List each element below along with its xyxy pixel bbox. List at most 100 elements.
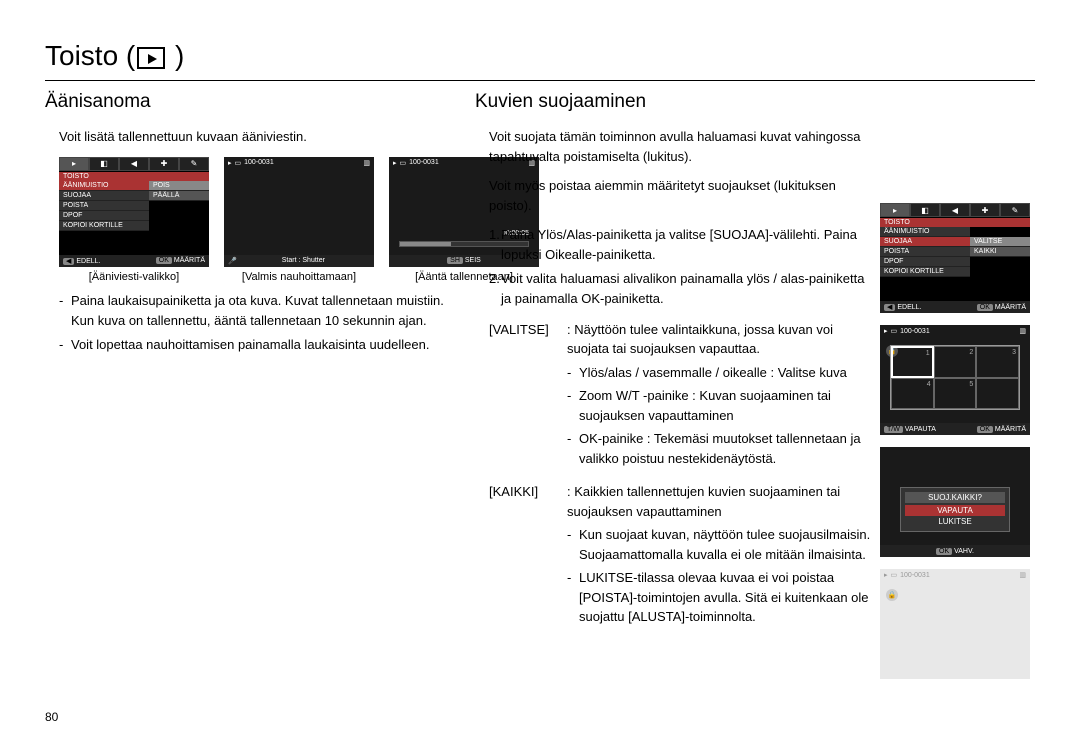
menu-item: KOPIOI KORTILLE bbox=[59, 221, 149, 231]
footer-set: MÄÄRITÄ bbox=[995, 304, 1026, 311]
grid-cell: 4 bbox=[891, 378, 934, 410]
card-icon: ▭ bbox=[891, 327, 898, 335]
play-icon: ▸ bbox=[884, 571, 888, 579]
file-counter: 100-0031 bbox=[244, 159, 274, 166]
lcd-tab-icon: ▸ bbox=[880, 203, 910, 217]
menu-item: DPOF bbox=[880, 257, 970, 267]
step-number: 1. bbox=[489, 225, 501, 265]
grid-cell bbox=[976, 378, 1019, 410]
section-heading-right: Kuvien suojaaminen bbox=[475, 91, 875, 113]
lcd-tab-icon: ◀ bbox=[119, 157, 149, 171]
bullet-dash: - bbox=[59, 291, 71, 331]
footer-release: VAPAUTA bbox=[905, 426, 936, 433]
play-icon: ▸ bbox=[228, 159, 232, 167]
menu-item: ÄÄNIMUISTIO bbox=[59, 181, 149, 191]
card-icon: ▭ bbox=[891, 571, 898, 579]
footer-back: EDELL. bbox=[76, 258, 100, 265]
lcd-caption: [Ääniviesti-valikko] bbox=[59, 271, 209, 283]
lcd-menu: ▸ ◧ ◀ ✚ ✎ TOISTO ÄÄNIMUISTIOPOIS SUOJAAP… bbox=[59, 157, 209, 267]
sub-text: Zoom W/T -painike : Kuvan suojaaminen ta… bbox=[579, 386, 875, 425]
battery-icon: ▥ bbox=[363, 159, 370, 167]
def-colon: : bbox=[567, 322, 571, 337]
right-intro2: Voit myös poistaa aiemmin määritetyt suo… bbox=[489, 176, 875, 215]
step-text: Paina Ylös/Alas-painiketta ja valitse [S… bbox=[501, 225, 875, 265]
title-prefix: Toisto ( bbox=[45, 40, 135, 71]
left-intro: Voit lisätä tallennettuun kuvaan äänivie… bbox=[59, 127, 445, 147]
footer-ok: OK bbox=[156, 257, 172, 264]
footer-pill: SH bbox=[447, 257, 463, 264]
lcd-locked: ▸ ▭ 100-0031 ▥ 🔒 bbox=[880, 569, 1030, 679]
left-column: Äänisanoma Voit lisätä tallennettuun kuv… bbox=[45, 91, 445, 641]
lcd-row: ▸ ◧ ◀ ✚ ✎ TOISTO ÄÄNIMUISTIOPOIS SUOJAAP… bbox=[45, 157, 445, 283]
def-text: Näyttöön tulee valintaikkuna, jossa kuva… bbox=[567, 322, 833, 357]
page-title: Toisto ( ) bbox=[45, 40, 1035, 72]
card-icon: ▭ bbox=[235, 159, 242, 167]
lcd-caption: [Valmis nauhoittamaan] bbox=[224, 271, 374, 283]
right-screen-column: ▸ ◧ ◀ ✚ ✎ TOISTO ÄÄNIMUISTIO SUOJAAVALIT… bbox=[880, 203, 1035, 679]
footer-ok: OK bbox=[977, 304, 993, 311]
section-heading-left: Äänisanoma bbox=[45, 91, 445, 113]
lcd-menu-title: TOISTO bbox=[59, 172, 209, 181]
menu-value: PÄÄLLÄ bbox=[149, 191, 209, 201]
lcd-tab-icon: ✚ bbox=[149, 157, 179, 171]
dialog-option: VAPAUTA bbox=[905, 505, 1005, 516]
menu-item: DPOF bbox=[59, 211, 149, 221]
battery-icon: ▥ bbox=[1019, 571, 1026, 579]
lcd-ready-wrapper: ▸ ▭ 100-0031 ▥ 🎤 Start : Shutter [Valmis… bbox=[224, 157, 374, 283]
file-counter: 100-0031 bbox=[409, 159, 439, 166]
numbered-steps: 1.Paina Ylös/Alas-painiketta ja valitse … bbox=[489, 225, 875, 310]
def-key: [VALITSE] bbox=[489, 320, 567, 473]
file-counter: 100-0031 bbox=[900, 328, 930, 335]
lcd-protect-menu: ▸ ◧ ◀ ✚ ✎ TOISTO ÄÄNIMUISTIO SUOJAAVALIT… bbox=[880, 203, 1030, 313]
grid-cell: 2 bbox=[934, 346, 977, 378]
battery-icon: ▥ bbox=[1019, 327, 1026, 335]
menu-item: SUOJAA bbox=[880, 237, 970, 247]
mic-icon: 🎤 bbox=[228, 257, 237, 265]
lcd-menu-wrapper: ▸ ◧ ◀ ✚ ✎ TOISTO ÄÄNIMUISTIOPOIS SUOJAAP… bbox=[59, 157, 209, 283]
page-number: 80 bbox=[45, 710, 58, 724]
right-intro1: Voit suojata tämän toiminnon avulla halu… bbox=[489, 127, 875, 166]
dash-icon: - bbox=[567, 386, 579, 425]
sub-text: Ylös/alas / vasemmalle / oikealle : Vali… bbox=[579, 363, 847, 383]
lcd-tab-icon: ◧ bbox=[89, 157, 119, 171]
dash-icon: - bbox=[567, 525, 579, 564]
title-divider bbox=[45, 80, 1035, 81]
footer-text: Start : Shutter bbox=[282, 257, 325, 264]
dash-icon: - bbox=[567, 568, 579, 627]
play-icon: ▸ bbox=[393, 159, 397, 167]
bullet-text: Paina laukaisupainiketta ja ota kuva. Ku… bbox=[71, 291, 445, 331]
step-number: 2. bbox=[489, 269, 501, 309]
sub-text: LUKITSE-tilassa olevaa kuvaa ei voi pois… bbox=[579, 568, 875, 627]
def-colon: : bbox=[567, 484, 571, 499]
grid-cell: 5 bbox=[934, 378, 977, 410]
lcd-grid-select: ▸ ▭ 100-0031 ▥ 🔒 1 2 3 4 5 T/W VAPAUTA O… bbox=[880, 325, 1030, 435]
bullet-dash: - bbox=[59, 335, 71, 355]
title-suffix: ) bbox=[167, 40, 184, 71]
grid-cell: 3 bbox=[976, 346, 1019, 378]
def-key: [KAIKKI] bbox=[489, 482, 567, 631]
footer-tw: T/W bbox=[884, 426, 903, 433]
lcd-tab-icon: ◧ bbox=[910, 203, 940, 217]
menu-item: POISTA bbox=[880, 247, 970, 257]
lcd-tab-icon: ✚ bbox=[970, 203, 1000, 217]
lcd-tab-icon: ✎ bbox=[179, 157, 209, 171]
menu-value: KAIKKI bbox=[970, 247, 1030, 257]
lcd-tab-icon: ◀ bbox=[940, 203, 970, 217]
bullet-text: Voit lopettaa nauhoittamisen painamalla … bbox=[71, 335, 429, 355]
lcd-ready: ▸ ▭ 100-0031 ▥ 🎤 Start : Shutter bbox=[224, 157, 374, 267]
left-bullet-list: -Paina laukaisupainiketta ja ota kuva. K… bbox=[45, 291, 445, 355]
footer-set: MÄÄRITÄ bbox=[174, 257, 205, 264]
lcd-tab-icon: ▸ bbox=[59, 157, 89, 171]
def-text: Kaikkien tallennettujen kuvien suojaamin… bbox=[567, 484, 840, 519]
footer-back: EDELL. bbox=[897, 304, 921, 311]
lock-icon: 🔒 bbox=[886, 589, 898, 601]
lcd-menu-title: TOISTO bbox=[880, 218, 1030, 227]
menu-value: POIS bbox=[149, 181, 209, 191]
footer-ok: OK bbox=[936, 548, 952, 555]
footer-confirm: VAHV. bbox=[954, 548, 974, 555]
sub-text: Kun suojaat kuvan, näyttöön tulee suojau… bbox=[579, 525, 875, 564]
dash-icon: - bbox=[567, 429, 579, 468]
file-counter: 100-0031 bbox=[900, 572, 930, 579]
step-text: Voit valita haluamasi alivalikon painama… bbox=[501, 269, 875, 309]
menu-item: KOPIOI KORTILLE bbox=[880, 267, 970, 277]
